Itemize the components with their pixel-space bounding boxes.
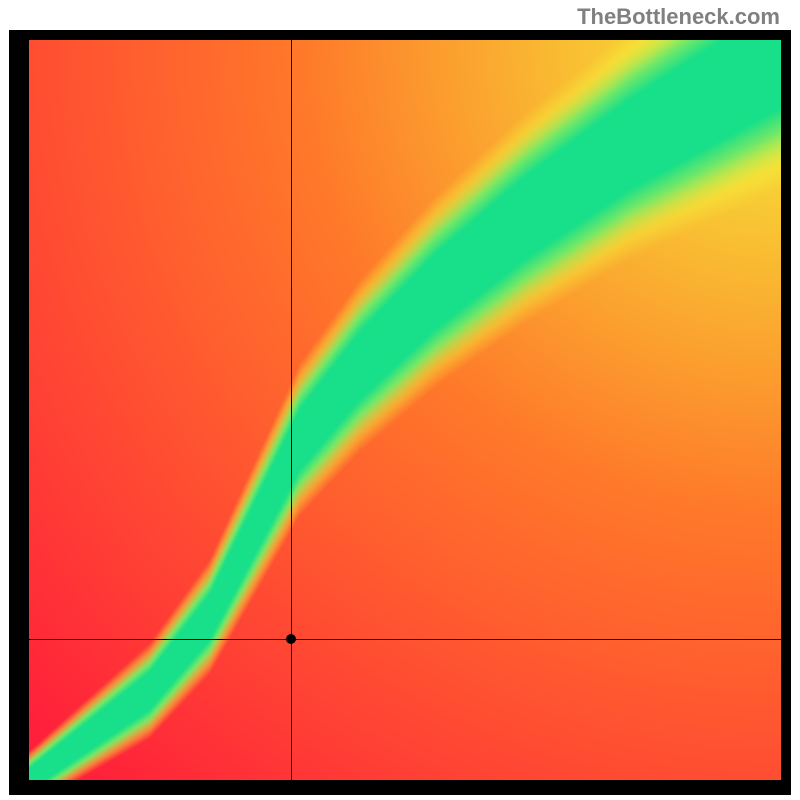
chart-container: TheBottleneck.com — [0, 0, 800, 800]
chart-border — [9, 30, 791, 795]
crosshair-horizontal — [29, 639, 781, 640]
watermark-text: TheBottleneck.com — [577, 4, 780, 30]
heatmap-canvas — [29, 40, 781, 780]
crosshair-vertical — [291, 40, 292, 780]
crosshair-marker — [286, 634, 296, 644]
heatmap-plot — [29, 40, 781, 780]
